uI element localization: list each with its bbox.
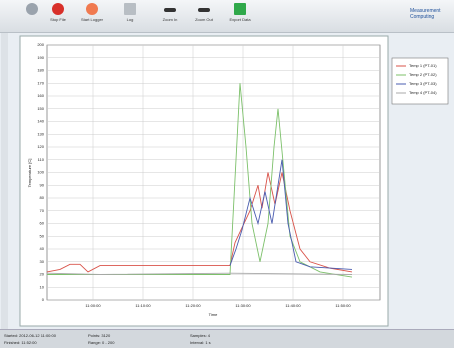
stop-button[interactable]: Stop File — [38, 3, 78, 22]
y-tick-label: 120 — [37, 144, 44, 149]
y-axis-label: Temperature [C] — [27, 159, 32, 188]
y-tick-label: 40 — [40, 246, 45, 251]
y-tick-label: 200 — [37, 42, 44, 47]
x-tick-label: 11:10:00 — [135, 303, 151, 308]
y-tick-label: 150 — [37, 106, 44, 111]
y-tick-label: 190 — [37, 55, 44, 60]
legend-label: Temp 3 (PT-03) — [409, 81, 437, 86]
y-tick-label: 100 — [37, 170, 44, 175]
export-button[interactable]: Export Data — [220, 3, 260, 22]
status-text: Samples: 4 — [190, 333, 211, 338]
status-text: Started: 2012-06-12 11:00:00 — [4, 333, 56, 338]
series-line — [47, 83, 353, 278]
y-tick-label: 0 — [42, 297, 45, 302]
y-tick-label: 70 — [40, 208, 45, 213]
y-tick-label: 90 — [40, 182, 45, 187]
status-text: Interval: 1 s — [190, 340, 211, 345]
status-bar: Started: 2012-06-12 11:00:00 Finished: 1… — [0, 329, 454, 348]
zoom-in-button[interactable]: Zoom In — [150, 3, 190, 22]
side-panel — [1, 33, 8, 329]
y-tick-label: 110 — [38, 157, 45, 162]
y-tick-label: 10 — [40, 284, 45, 289]
x-tick-label: 11:20:00 — [185, 303, 201, 308]
zoom-out-button[interactable]: Zoom Out — [184, 3, 224, 22]
status-text: Finished: 11:52:00 — [4, 340, 37, 345]
status-text: Points: 3120 — [88, 333, 111, 338]
legend-label: Temp 4 (PT-04) — [409, 90, 437, 95]
y-tick-label: 80 — [40, 195, 45, 200]
y-tick-label: 140 — [37, 119, 44, 124]
y-tick-label: 130 — [37, 131, 44, 136]
y-tick-label: 50 — [40, 233, 45, 238]
button-label: Start Logger — [80, 17, 103, 22]
y-tick-label: 30 — [40, 259, 45, 264]
series-line — [46, 172, 353, 273]
chart: Temperature [C] Time 0 10 20 30 40 50 60 70 80 90… — [1, 33, 449, 329]
legend-label: Temp 1 (PT-01) — [409, 63, 437, 68]
button-label: Zoom In — [162, 17, 178, 22]
series-line — [46, 272, 353, 275]
button-label: Zoom Out — [195, 17, 213, 22]
legend-label: Temp 2 (PT-02) — [409, 72, 437, 77]
x-tick-label: 11:30:00 — [235, 303, 251, 308]
button-label: Export Data — [229, 17, 251, 22]
x-tick-label: 11:00:00 — [85, 303, 101, 308]
log-button[interactable]: Log — [110, 3, 150, 22]
settings-button[interactable] — [12, 3, 52, 17]
y-tick-label: 180 — [37, 68, 44, 73]
y-tick-label: 170 — [37, 80, 44, 85]
toolbar: Stop File Start Logger Log Zoom In Zoom … — [0, 0, 454, 33]
status-text: Range: 0 - 200 — [88, 340, 115, 345]
x-tick-label: 11:40:00 — [285, 303, 301, 308]
button-label: Log — [126, 17, 134, 22]
y-tick-label: 160 — [37, 93, 44, 98]
series-line — [229, 159, 353, 270]
button-label: Stop File — [50, 17, 66, 22]
start-button[interactable]: Start Logger — [72, 3, 112, 22]
x-tick-label: 11:50:00 — [335, 303, 351, 308]
y-tick-label: 60 — [40, 221, 45, 226]
x-axis-label: Time — [209, 312, 219, 317]
logo: Measurement Computing — [410, 8, 441, 20]
y-tick-label: 20 — [40, 272, 45, 277]
